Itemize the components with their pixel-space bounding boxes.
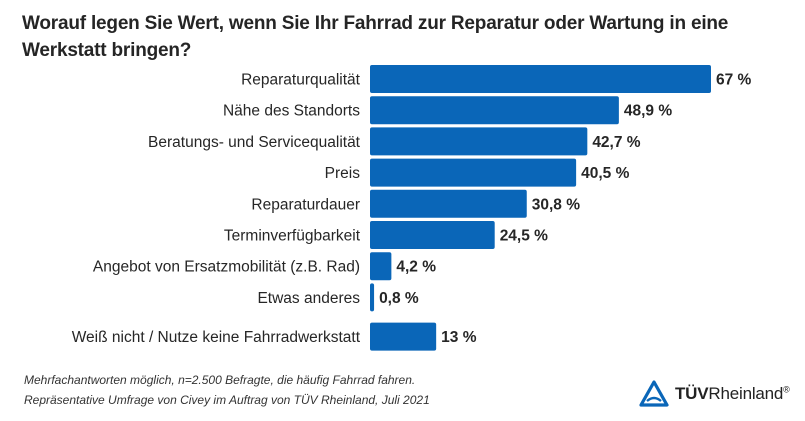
tuv-triangle-icon: [639, 380, 669, 407]
bar: [370, 322, 437, 351]
bar: [370, 96, 619, 125]
category-label: Beratungs- und Servicequalität: [148, 134, 361, 151]
category-label: Reparaturdauer: [251, 196, 360, 213]
category-label: Nähe des Standorts: [223, 103, 360, 120]
value-label: 24,5 %: [500, 228, 548, 245]
category-label: Etwas anderes: [257, 290, 360, 307]
value-label: 4,2 %: [396, 259, 436, 276]
bar: [370, 189, 527, 218]
logo-brand-regular: Rheinland: [708, 383, 784, 403]
tuv-rheinland-logo: TÜVRheinland®: [639, 380, 790, 407]
category-label: Angebot von Ersatzmobilität (z.B. Rad): [93, 259, 360, 276]
value-label: 0,8 %: [379, 290, 419, 307]
bar: [370, 221, 495, 249]
registered-mark: ®: [783, 383, 790, 394]
value-label: 40,5 %: [581, 165, 629, 182]
value-label: 30,8 %: [532, 196, 580, 213]
logo-text: TÜVRheinland®: [675, 384, 790, 404]
bar: [370, 158, 577, 187]
value-label: 42,7 %: [592, 134, 640, 151]
bar: [370, 283, 375, 312]
footnote-sample: Mehrfachantworten möglich, n=2.500 Befra…: [24, 373, 416, 387]
category-label: Reparaturqualität: [241, 72, 361, 89]
bar: [370, 252, 392, 281]
value-label: 48,9 %: [624, 103, 672, 120]
bar: [370, 65, 711, 93]
footnote-source: Repräsentative Umfrage von Civey im Auft…: [24, 393, 430, 407]
bar: [370, 127, 588, 156]
logo-brand-bold: TÜV: [675, 383, 709, 403]
value-label: 13 %: [441, 329, 477, 346]
category-label: Weiß nicht / Nutze keine Fahrradwerkstat…: [72, 329, 361, 346]
value-label: 67 %: [716, 72, 752, 89]
category-label: Terminverfügbarkeit: [224, 228, 361, 245]
chart-title: Worauf legen Sie Wert, wenn Sie Ihr Fahr…: [22, 13, 729, 61]
category-label: Preis: [325, 165, 361, 182]
